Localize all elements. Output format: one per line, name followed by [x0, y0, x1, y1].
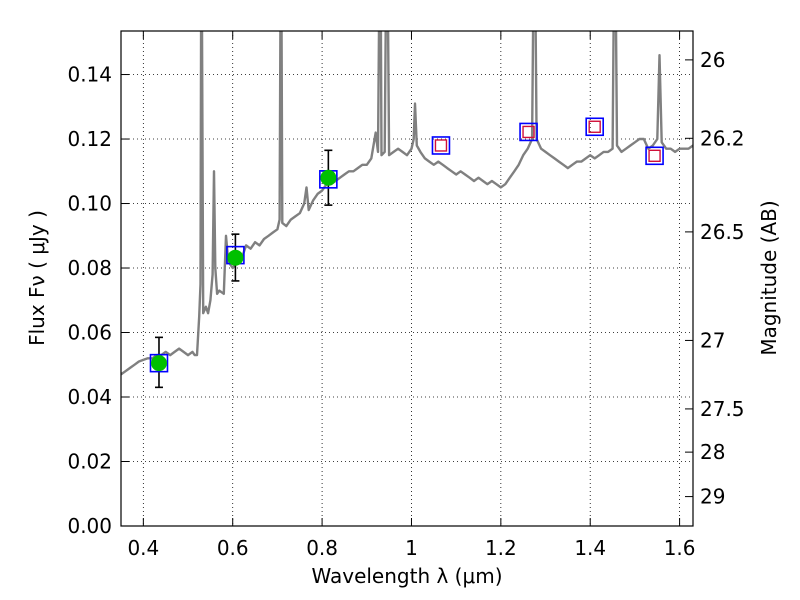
model-photometry-square: [645, 146, 664, 166]
upper-limit-square: [648, 149, 661, 162]
spectrum-line: [121, 31, 693, 376]
observed-point: [320, 169, 337, 186]
mag-tick-label: 29: [700, 485, 725, 509]
plot-frame: [120, 30, 694, 527]
x-axis-label: Wavelength λ (μm): [311, 564, 502, 588]
upper-limit-square: [588, 120, 601, 133]
x-tick-label: 1.2: [485, 536, 517, 560]
mag-tick-label: 28: [700, 440, 725, 464]
ticks: 0.4 0.6 0.8 1 1.2 1.4 1.6 0.00 0.02 0.04 0.06 0.08 0…: [67, 31, 745, 560]
y-tick-label: 0.08: [67, 256, 112, 280]
model-photometry-square: [149, 353, 169, 373]
mag-tick-label: 26.2: [700, 126, 745, 150]
x-tick-label: 0.4: [127, 536, 159, 560]
x-tick-label: 1.6: [664, 536, 696, 560]
y-tick-label: 0.00: [67, 514, 112, 538]
mag-tick-label: 26.5: [700, 220, 745, 244]
y-tick-label: 0.14: [67, 63, 112, 87]
y-tick-label: 0.10: [67, 192, 112, 216]
observed-point: [150, 355, 167, 372]
observed-point: [227, 249, 244, 266]
x-tick-label: 0.6: [217, 536, 249, 560]
y-tick-label: 0.04: [67, 385, 112, 409]
mag-tick-label: 27.5: [700, 397, 745, 421]
y-tick-label: 0.06: [67, 321, 112, 345]
y-axis-label: Flux Fν ( μJy ): [25, 210, 49, 346]
model-photometry-square: [519, 122, 538, 142]
upper-limit-square: [522, 125, 535, 139]
grid: [121, 31, 693, 527]
mag-tick-label: 27: [700, 328, 725, 352]
marker-layer: [149, 117, 664, 389]
upper-limit-square: [434, 139, 448, 152]
right-axis-label: Magnitude (AB): [757, 200, 781, 355]
spectrum-layer: [121, 31, 693, 376]
y-tick-label: 0.02: [67, 450, 112, 474]
y-tick-label: 0.12: [67, 127, 112, 151]
mag-tick-label: 26: [700, 48, 725, 72]
model-photometry-square: [585, 117, 604, 137]
model-photometry-square: [431, 136, 451, 155]
x-tick-label: 1.4: [574, 536, 606, 560]
x-tick-label: 0.8: [306, 536, 338, 560]
x-tick-label: 1: [405, 536, 418, 560]
